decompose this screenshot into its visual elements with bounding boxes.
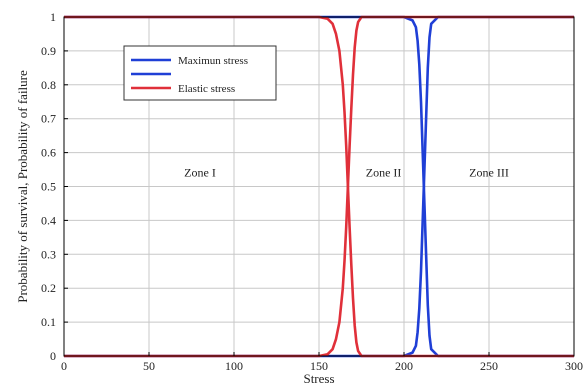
x-axis-title: Stress — [303, 371, 334, 386]
y-tick-label: 0.3 — [41, 247, 56, 261]
y-tick-label: 0.8 — [41, 78, 56, 92]
y-tick-label: 0.1 — [41, 315, 56, 329]
zone-label: Zone II — [366, 165, 402, 179]
tick-group: 0 50 100 150 200 250 300 0 0.1 0.2 0.3 0.4 0.5 0.6 0.7… — [41, 10, 583, 373]
legend-label: Maximun stress — [178, 55, 248, 67]
y-axis-title: Probability of survival, Probability of … — [15, 70, 30, 303]
y-tick-label: 0.5 — [41, 180, 56, 194]
y-tick-label: 0 — [50, 349, 56, 363]
y-tick-label: 0.7 — [41, 112, 56, 126]
x-tick-label: 150 — [310, 359, 328, 373]
y-tick-label: 1 — [50, 10, 56, 24]
x-tick-label: 250 — [480, 359, 498, 373]
y-tick-label: 0.9 — [41, 44, 56, 58]
x-tick-label: 50 — [143, 359, 155, 373]
y-tick-label: 0.6 — [41, 146, 56, 160]
series-line-2 — [64, 15, 574, 358]
x-tick-label: 300 — [565, 359, 583, 373]
legend-label: Elastic stress — [178, 83, 235, 95]
x-tick-label: 0 — [61, 359, 67, 373]
zone-label: Zone I — [184, 165, 216, 179]
legend: Maximun stress Elastic stress — [123, 45, 277, 101]
annotation-group: Zone I Zone II Zone III — [184, 165, 509, 179]
x-tick-label: 100 — [225, 359, 243, 373]
y-tick-label: 0.2 — [41, 281, 56, 295]
zone-label: Zone III — [469, 165, 509, 179]
y-tick-label: 0.4 — [41, 213, 56, 227]
series-line-3 — [64, 15, 574, 358]
x-tick-label: 200 — [395, 359, 413, 373]
